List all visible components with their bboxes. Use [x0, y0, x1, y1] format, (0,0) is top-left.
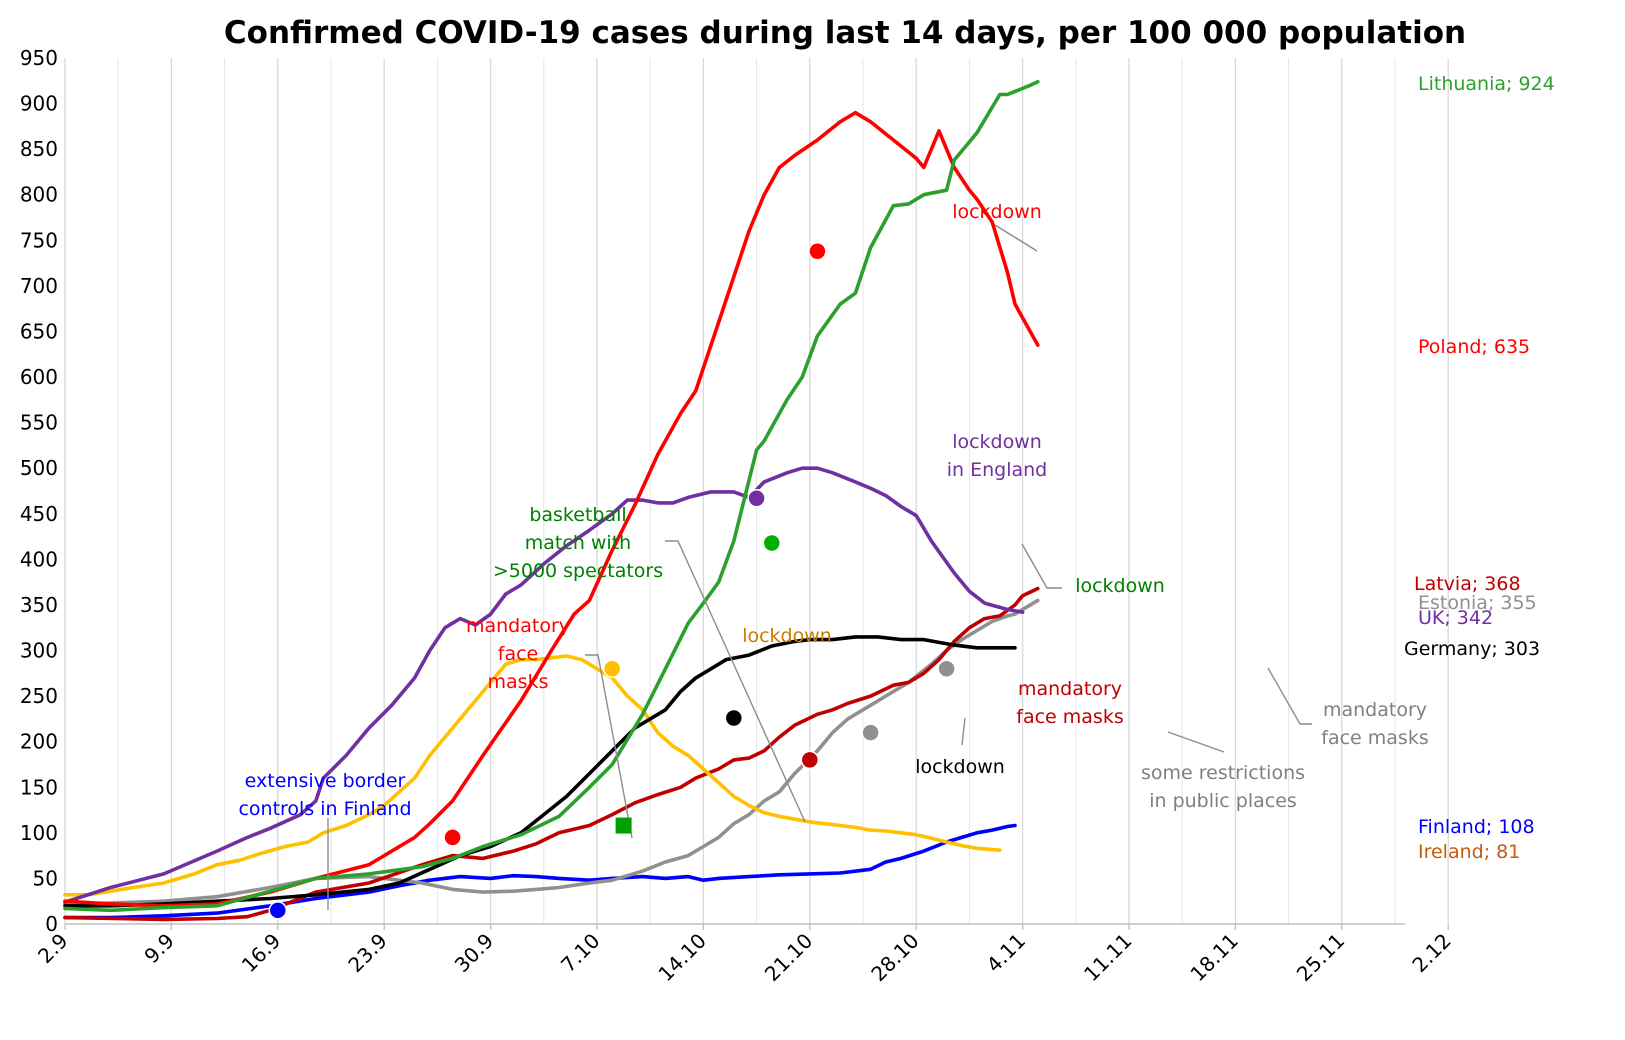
- annotation-text: face: [498, 643, 538, 665]
- y-axis: 0 50 100 150 200 250 300 350 400 450 500 550 600 650 7…: [20, 46, 58, 936]
- annotation-connectors: [327, 224, 1312, 910]
- series-line-germany: [63, 635, 1017, 908]
- y-tick-label: 350: [20, 593, 58, 617]
- annotation-connector: [585, 654, 633, 839]
- y-tick-label: 200: [20, 730, 58, 754]
- annotation-connector: [1021, 543, 1062, 589]
- event-marker: [861, 723, 880, 742]
- x-tick-label: 11.11: [1079, 929, 1136, 986]
- grid-lines: [64, 58, 1449, 924]
- x-tick-label: 2.9: [33, 929, 72, 968]
- annotation-text: mandatory: [1018, 678, 1122, 700]
- x-tick-label: 25.11: [1292, 929, 1349, 986]
- annotation-text: lockdown: [1075, 575, 1165, 597]
- annotation-text: in England: [947, 459, 1048, 481]
- annotations: extensive border controls in Finland manda…: [238, 201, 1428, 820]
- y-tick-label: 750: [20, 228, 58, 252]
- annotation-connector: [961, 717, 966, 746]
- annotation-text: face masks: [1016, 706, 1123, 728]
- y-tick-label: 650: [20, 319, 58, 343]
- annotation-text: mandatory: [466, 615, 570, 637]
- end-label-latvia: Latvia; 368: [1414, 573, 1521, 595]
- y-tick-label: 400: [20, 547, 58, 571]
- event-marker: [808, 242, 827, 261]
- annotation-text: basketball: [529, 504, 626, 526]
- event-marker: [762, 533, 782, 553]
- annotation-text: extensive border: [245, 770, 406, 792]
- series-line-uk: [63, 466, 1025, 904]
- annotation-connector: [1167, 731, 1225, 753]
- annotation-text: >5000 spectators: [493, 560, 663, 582]
- y-tick-label: 700: [20, 274, 58, 298]
- series-line-finland: [63, 823, 1017, 920]
- x-tick-label: 9.9: [139, 929, 178, 968]
- end-label-germany: Germany; 303: [1404, 638, 1540, 660]
- end-label-estonia: Estonia; 355: [1418, 592, 1537, 614]
- y-tick-label: 950: [20, 46, 58, 70]
- annotation-text: lockdown: [952, 431, 1042, 453]
- y-tick-label: 500: [20, 456, 58, 480]
- event-marker: [800, 750, 820, 770]
- x-tick-label: 18.11: [1185, 929, 1242, 986]
- x-tick-label: 30.9: [450, 929, 498, 977]
- y-tick-label: 850: [20, 137, 58, 161]
- annotation-text: match with: [525, 532, 631, 554]
- y-tick-label: 250: [20, 684, 58, 708]
- x-tick-label: 28.10: [866, 929, 923, 986]
- x-tick-label: 4.11: [982, 929, 1030, 977]
- x-tick-label: 21.10: [760, 929, 817, 986]
- y-tick-label: 0: [45, 912, 58, 936]
- annotation-text: mandatory: [1323, 699, 1427, 721]
- x-tick-label: 23.9: [343, 929, 391, 977]
- event-marker: [747, 489, 766, 508]
- x-tick-label: 7.10: [556, 929, 604, 977]
- event-marker: [268, 901, 288, 920]
- event-marker: [602, 659, 622, 679]
- y-tick-label: 100: [20, 821, 58, 845]
- event-marker: [443, 828, 462, 847]
- end-label-ireland: Ireland; 81: [1418, 841, 1520, 863]
- series-line-latvia: [63, 586, 1040, 922]
- x-axis: 2.9 9.9 16.9 23.9 30.9 7.10 14.10 21.10 28.10 4.1…: [33, 923, 1456, 986]
- annotation-text: lockdown: [952, 201, 1042, 223]
- series-line-lithuania: [63, 79, 1040, 913]
- annotation-text: some restrictions: [1141, 762, 1305, 784]
- event-markers: [268, 242, 956, 920]
- annotation-connector: [1267, 667, 1312, 725]
- annotation-text: face masks: [1321, 727, 1428, 749]
- x-tick-label: 16.9: [237, 929, 285, 977]
- annotation-text: lockdown: [915, 756, 1005, 778]
- y-tick-label: 450: [20, 502, 58, 526]
- y-tick-label: 900: [20, 92, 58, 116]
- event-marker: [937, 659, 956, 679]
- end-label-finland: Finland; 108: [1418, 816, 1535, 838]
- y-tick-label: 50: [33, 866, 58, 890]
- y-tick-label: 800: [20, 183, 58, 207]
- end-label-poland: Poland; 635: [1418, 336, 1530, 358]
- chart-title: Confirmed COVID-19 cases during last 14 …: [224, 15, 1466, 51]
- series-line-ireland: [63, 654, 1002, 897]
- y-tick-label: 150: [20, 775, 58, 799]
- annotation-text: controls in Finland: [238, 798, 411, 820]
- annotation-connector: [665, 540, 806, 823]
- x-tick-label: 14.10: [653, 929, 710, 986]
- y-tick-label: 600: [20, 365, 58, 389]
- end-label-lithuania: Lithuania; 924: [1418, 73, 1555, 95]
- event-marker: [724, 708, 744, 728]
- y-tick-label: 300: [20, 639, 58, 663]
- series-line-estonia: [63, 598, 1040, 906]
- x-tick-label: 2.12: [1407, 929, 1455, 977]
- end-labels: Lithuania; 924 Poland; 635 UK; 342 Latvia; …: [1404, 73, 1555, 863]
- annotation-connector: [994, 224, 1038, 252]
- end-label-uk: UK; 342: [1418, 607, 1493, 629]
- event-square-marker: [615, 817, 632, 834]
- series-group: [63, 79, 1040, 922]
- annotation-text: lockdown: [742, 625, 832, 647]
- annotation-text: in public places: [1149, 790, 1297, 812]
- annotation-text: masks: [488, 671, 549, 693]
- y-tick-label: 550: [20, 411, 58, 435]
